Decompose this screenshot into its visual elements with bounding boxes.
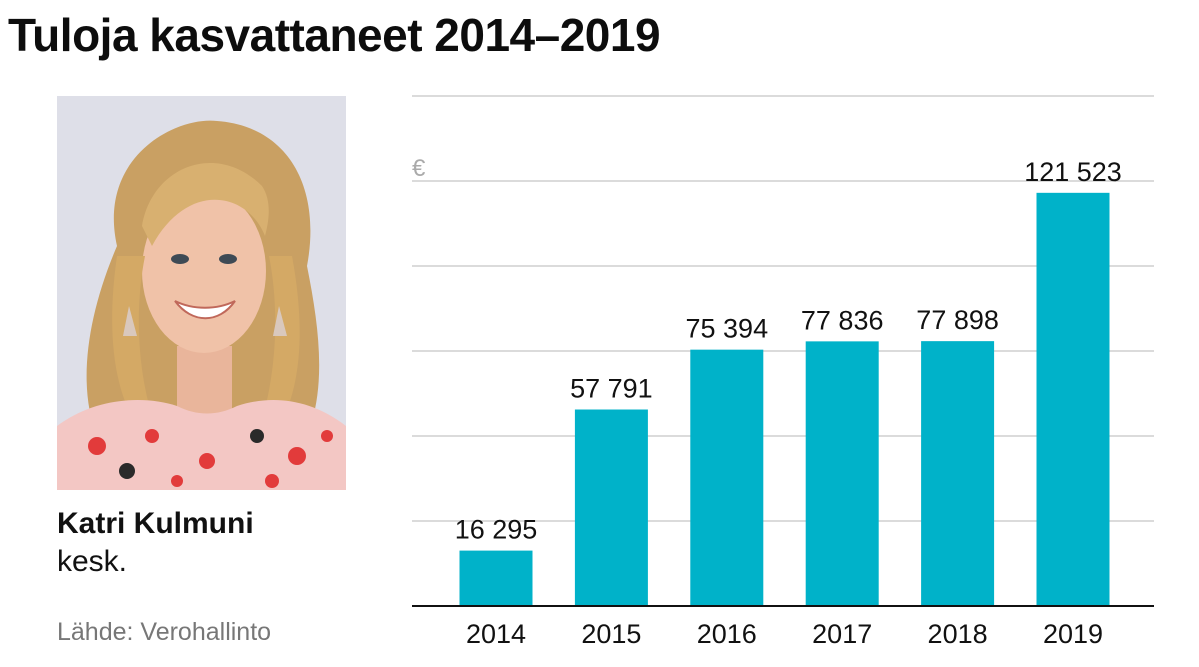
value-label-2019: 121 523 <box>1024 157 1122 187</box>
y-unit-label: € <box>412 155 426 182</box>
bar-2018 <box>921 341 995 606</box>
x-tick-2019: 2019 <box>1043 619 1103 649</box>
bars <box>459 192 1110 607</box>
person-name: Katri Kulmuni <box>57 507 254 540</box>
bar-2019 <box>1036 192 1110 607</box>
x-tick-2014: 2014 <box>466 619 526 649</box>
value-label-2014: 16 295 <box>455 515 538 545</box>
portrait-photo <box>57 96 346 490</box>
bar-2017 <box>805 341 879 606</box>
x-tick-2015: 2015 <box>581 619 641 649</box>
data-labels: 16 295 57 791 75 394 77 836 77 898 121 523 <box>455 157 1122 545</box>
person-party: kesk. <box>57 545 128 578</box>
grid-lines <box>412 95 1154 522</box>
bar-2016 <box>690 349 764 606</box>
value-label-2015: 57 791 <box>570 374 653 404</box>
value-label-2018: 77 898 <box>916 305 999 335</box>
x-tick-2016: 2016 <box>697 619 757 649</box>
value-label-2017: 77 836 <box>801 305 884 335</box>
x-tick-2017: 2017 <box>812 619 872 649</box>
chart-title: Tuloja kasvattaneet 2014–2019 <box>8 9 661 61</box>
value-label-2016: 75 394 <box>686 314 769 344</box>
x-tick-2018: 2018 <box>928 619 988 649</box>
x-tick-labels: 2014 2015 2016 2017 2018 2019 <box>466 619 1103 649</box>
source-note: Lähde: Verohallinto <box>57 618 272 646</box>
bar-2015 <box>574 409 648 606</box>
bar-2014 <box>459 550 533 606</box>
